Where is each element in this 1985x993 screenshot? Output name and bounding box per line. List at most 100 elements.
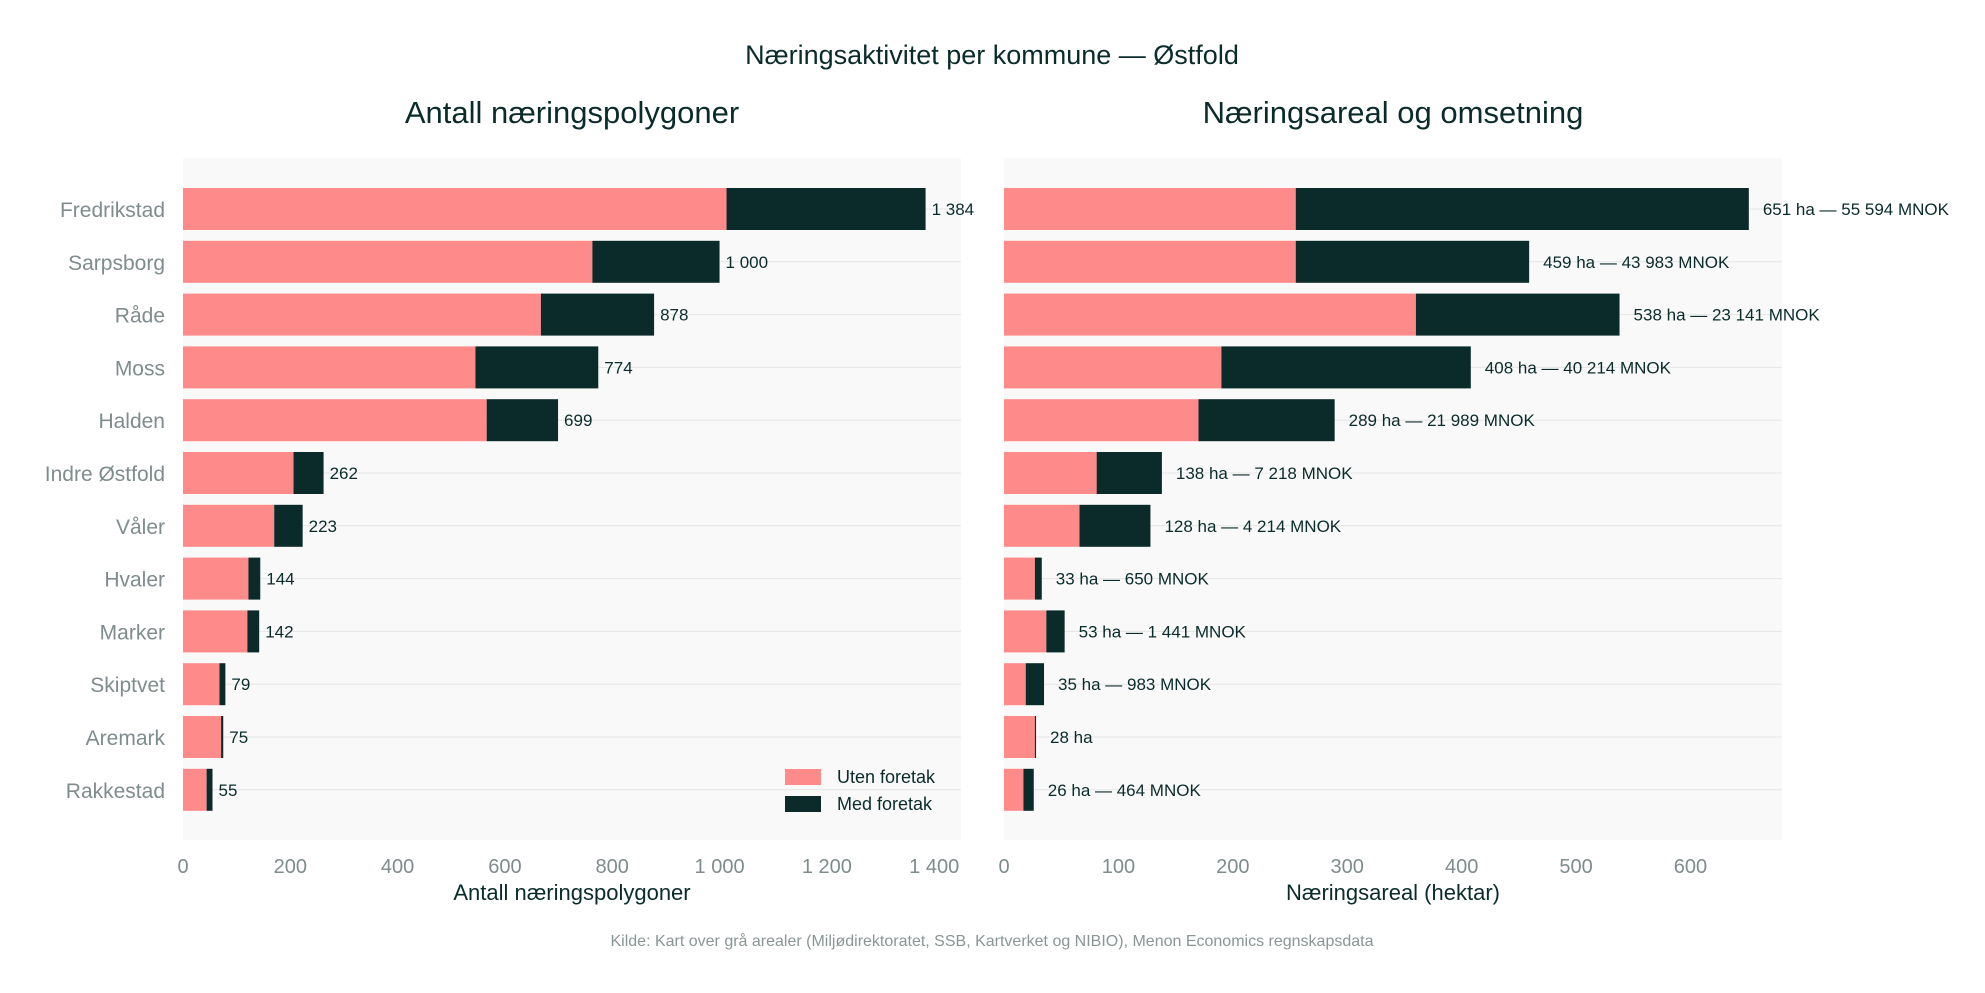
chart-panel-area: Næringsareal og omsetning 651 ha — 55 59… (998, 95, 1949, 905)
x-axis-label: Næringsareal (hektar) (1286, 880, 1500, 905)
data-label: 142 (265, 622, 293, 641)
data-label: 128 ha — 4 214 MNOK (1164, 517, 1341, 536)
bar-uten-foretak (1004, 610, 1047, 653)
chart-panel-count: Antall næringspolygoner 1 384 1 000 878 774… (45, 95, 974, 905)
bar-uten-foretak (1004, 188, 1296, 230)
category-label: Moss (115, 357, 165, 380)
data-label: 144 (266, 570, 294, 589)
bar-med-foretak (475, 346, 599, 389)
data-label: 459 ha — 43 983 MNOK (1543, 253, 1730, 272)
bar-uten-foretak (183, 504, 275, 547)
category-label: Aremark (86, 727, 166, 750)
legend-label-uten: Uten foretak (837, 767, 936, 787)
bar-med-foretak (206, 768, 213, 811)
bar-med-foretak (726, 188, 926, 230)
bars: 651 ha — 55 594 MNOK 459 ha — 43 983 MNOK… (1004, 188, 1950, 811)
bar-uten-foretak (1004, 346, 1222, 389)
data-label: 1 000 (726, 253, 769, 272)
data-label: 262 (330, 464, 358, 483)
bars: 1 384 1 000 878 774 699 262 223 144 142 79 75 55 (183, 188, 974, 811)
bar-med-foretak (592, 240, 720, 283)
x-tick-label: 400 (1445, 856, 1478, 878)
data-label: 1 384 (932, 200, 975, 219)
bar-med-foretak (247, 610, 260, 653)
category-label: Marker (100, 621, 165, 644)
bar-uten-foretak (183, 240, 593, 283)
bar-uten-foretak (1004, 716, 1035, 758)
x-tick-label: 400 (381, 856, 414, 878)
bar-med-foretak (221, 716, 224, 758)
x-tick-label: 1 400 (909, 856, 959, 878)
data-label: 55 (219, 781, 238, 800)
data-label: 75 (229, 728, 248, 747)
bar-uten-foretak (1004, 452, 1097, 494)
legend: Uten foretak Med foretak (785, 767, 936, 814)
bar-uten-foretak (183, 188, 727, 230)
figure-title: Næringsaktivitet per kommune — Østfold (745, 40, 1239, 70)
bar-med-foretak (1295, 188, 1749, 230)
data-label: 699 (564, 411, 592, 430)
bar-uten-foretak (1004, 240, 1296, 283)
bar-med-foretak (1198, 399, 1335, 442)
bar-med-foretak (274, 504, 303, 547)
category-label: Halden (98, 410, 165, 433)
bar-med-foretak (1034, 716, 1037, 758)
x-tick-label: 600 (488, 856, 521, 878)
bar-med-foretak (1025, 663, 1045, 706)
x-tick-label: 200 (274, 856, 307, 878)
bar-uten-foretak (1004, 293, 1416, 336)
data-label: 35 ha — 983 MNOK (1058, 675, 1212, 694)
category-label: Indre Østfold (45, 463, 165, 486)
category-label: Skiptvet (90, 674, 165, 697)
data-label: 774 (604, 358, 632, 377)
bar-med-foretak (1221, 346, 1471, 389)
bar-uten-foretak (1004, 768, 1024, 811)
bar-uten-foretak (183, 452, 294, 494)
bar-uten-foretak (1004, 663, 1026, 706)
bar-uten-foretak (183, 346, 476, 389)
data-label: 408 ha — 40 214 MNOK (1485, 358, 1672, 377)
bar-med-foretak (540, 293, 655, 336)
x-tick-label: 0 (177, 856, 188, 878)
bar-med-foretak (293, 452, 324, 494)
data-label: 223 (309, 517, 337, 536)
x-tick-label: 500 (1559, 856, 1592, 878)
category-label: Sarpsborg (68, 252, 165, 275)
data-label: 28 ha (1050, 728, 1093, 747)
category-label: Rakkestad (66, 780, 165, 803)
data-label: 79 (231, 675, 250, 694)
x-tick-label: 1 200 (802, 856, 852, 878)
bar-uten-foretak (183, 293, 541, 336)
panel-title: Antall næringspolygoner (405, 95, 739, 130)
legend-swatch-uten (785, 769, 821, 785)
bar-med-foretak (1079, 504, 1151, 547)
bar-uten-foretak (1004, 557, 1035, 600)
data-label: 138 ha — 7 218 MNOK (1176, 464, 1353, 483)
panel-title: Næringsareal og omsetning (1203, 95, 1584, 130)
bar-uten-foretak (1004, 504, 1080, 547)
bar-uten-foretak (1004, 399, 1199, 442)
data-label: 289 ha — 21 989 MNOK (1349, 411, 1536, 430)
source-note: Kilde: Kart over grå arealer (Miljødirek… (611, 932, 1374, 950)
x-tick-label: 1 000 (695, 856, 745, 878)
bar-med-foretak (1096, 452, 1162, 494)
bar-med-foretak (1023, 768, 1034, 811)
bar-med-foretak (1046, 610, 1065, 653)
bar-med-foretak (486, 399, 559, 442)
x-tick-labels: 0 200 400 600 800 1 000 1 200 1 400 (177, 856, 959, 878)
data-label: 26 ha — 464 MNOK (1048, 781, 1202, 800)
data-label: 53 ha — 1 441 MNOK (1079, 622, 1247, 641)
category-label: Våler (116, 516, 165, 539)
category-label: Fredrikstad (60, 199, 165, 222)
legend-label-med: Med foretak (837, 794, 933, 814)
category-label: Råde (115, 305, 165, 328)
x-tick-label: 300 (1331, 856, 1364, 878)
bar-med-foretak (219, 663, 226, 706)
x-tick-label: 100 (1102, 856, 1135, 878)
data-label: 538 ha — 23 141 MNOK (1634, 306, 1821, 325)
bar-uten-foretak (183, 768, 207, 811)
bar-med-foretak (1034, 557, 1042, 600)
bar-uten-foretak (183, 663, 220, 706)
